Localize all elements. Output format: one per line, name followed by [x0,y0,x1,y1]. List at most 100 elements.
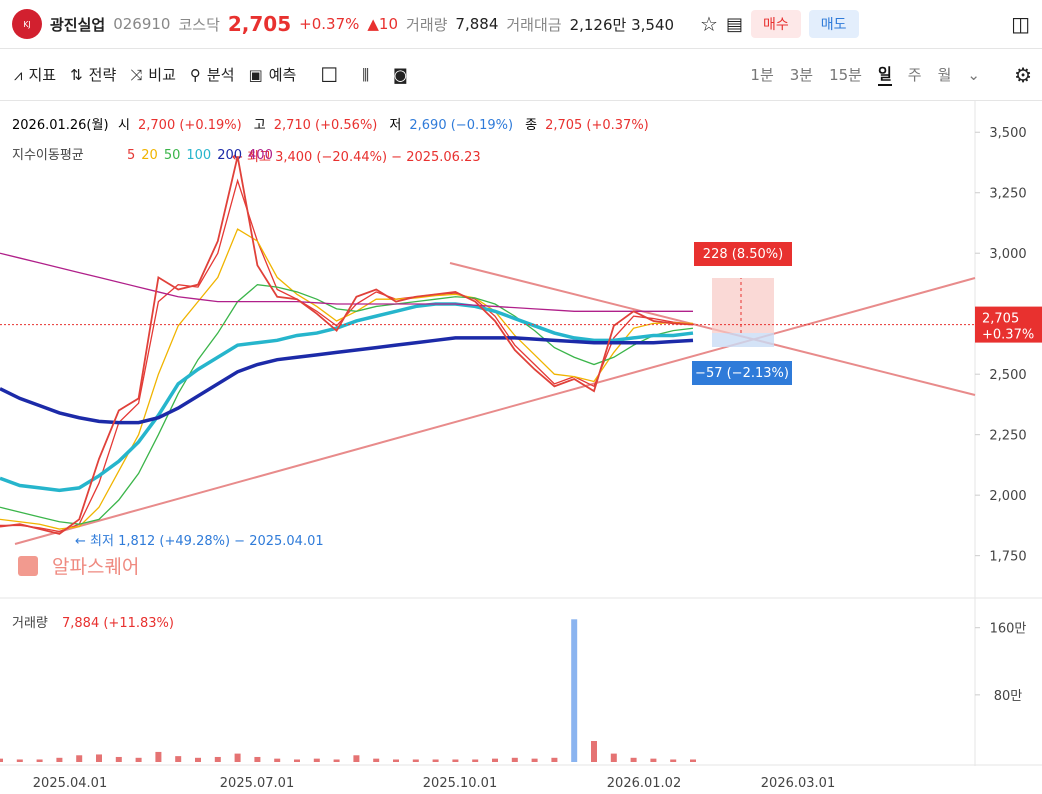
change-pct: +0.37% [299,15,360,33]
volume-bar [195,757,201,762]
ohlc-label: 고 [254,118,266,133]
periods: 1분 3분 15분 일 주 월 ⌄ [750,49,980,100]
sell-button[interactable]: 매도 [808,10,859,38]
volume-title: 거래량 [12,616,48,631]
x-tick-label: 2025.07.01 [220,776,294,791]
volume-bar [472,759,479,762]
stock-code: 026910 [113,15,171,33]
volume-subtitle: 7,884 (+11.83%) [62,616,174,631]
y-tick-label: 2,250 [989,429,1026,444]
volume-bar [96,754,102,762]
volume-bar [76,755,83,762]
range-down-box [712,333,774,347]
tool-icon[interactable]: ☐ [320,62,339,87]
last-price-box [975,306,1042,343]
y-tick-label: 160만 [990,622,1027,637]
volume-bar [650,758,657,762]
x-tick-label: 2026.01.02 [607,776,681,791]
high-label: 최고 3,400 (−20.44%) − 2025.06.23 [247,150,481,165]
volume-bar [294,759,300,762]
change-value: 10 [378,15,399,33]
volume-bar [0,758,3,762]
volume-bar [56,757,63,762]
volume-bar [591,741,597,762]
volume-bar [412,759,419,762]
ohlc-label: 종 [525,118,537,133]
volume-bar [610,753,617,762]
tool[interactable]: ▣ 예측 [248,65,297,85]
y-tick-label: 2,000 [989,489,1026,504]
settings[interactable]: ⚙ [1014,62,1032,87]
ohlc-label: 시 [118,118,130,133]
last-price-change: +0.37% [982,328,1034,343]
memo[interactable]: ▤ [725,13,743,35]
toolbar: ⩘ 지표 ⇅ 전략 ⤨ 비교 ⚲ 분석 ▣ 예측 ☐ ⫼ ◙ 1분 3분 15분… [0,49,1042,101]
tool[interactable]: ⇅ 전략 [70,65,117,85]
period[interactable]: 일 [877,63,892,86]
volume-bar [432,759,439,762]
period[interactable]: 3분 [789,66,814,84]
trendline [14,277,976,545]
volume-bar [175,756,182,762]
tool-label: 분석 [206,66,235,84]
volume-bar [274,758,281,762]
legend-entry: 5 [127,148,135,163]
volume-bar [452,759,459,762]
ohlc-date: 2026.01.26(월) [12,118,109,133]
period[interactable]: 1분 [750,66,774,84]
ohlc-value: 2,710 (+0.56%) [274,118,378,133]
ma-line [0,283,694,525]
tool-label: 지표 [28,66,57,84]
x-tick-label: 2025.10.01 [423,776,497,791]
amount-label: 거래대금 [506,15,562,34]
volume-bar [551,757,558,762]
legend-entry: 400 [248,148,273,163]
volume-bar [393,759,399,762]
volume-label: 거래량 [406,15,448,34]
volume-bar [16,759,23,762]
watermark: 알파스퀘어 [52,556,139,578]
layout-toggle[interactable]: ◫ [1011,12,1030,36]
y-tick-label: 3,250 [989,187,1026,202]
volume-bar [155,751,162,762]
volume: 7,884 [455,15,499,33]
volume-bar [492,758,498,762]
ma-line [0,252,693,312]
dropdown[interactable]: ⌄ [967,65,980,84]
last-price-label: 2,705 [982,312,1019,327]
volume-bar [690,759,696,762]
amount: 2,126만 3,540 [569,15,675,34]
period[interactable]: 월 [937,66,952,84]
x-tick-label: 2026.03.01 [761,776,835,791]
volume-bar [630,757,637,762]
tool-icon[interactable]: ◙ [393,65,408,84]
ma-legend-title: 지수이동평균 [12,148,84,163]
price: 2,705 [227,12,292,36]
buy-button[interactable]: 매수 [750,10,801,38]
tool[interactable]: ⤨ 비교 [130,65,176,85]
volume-bar [214,756,221,762]
tool-label: 전략 [88,66,117,84]
star[interactable]: ☆ [700,12,718,36]
low-annotation: ← 최저 1,812 (+49.28%) − 2025.04.01 [75,534,324,549]
x-tick-label: 2025.04.01 [33,776,107,791]
tool[interactable]: ⚲ 분석 [189,65,235,85]
y-tick-label: 80만 [994,689,1023,704]
tool-label: 비교 [148,66,176,84]
tool-icon[interactable]: ⫼ [362,65,370,84]
legend-entry: 20 [141,148,158,163]
volume-bar [511,757,518,762]
y-tick-label: 1,750 [989,550,1026,565]
chart: 228 (8.50%) −57 (−2.13%) ← 최고 3,400 (−20… [0,101,1042,791]
stock-name: 광진실업 [50,15,106,34]
y-tick-label: 2,500 [989,368,1026,383]
range-up-label-bg [694,242,792,266]
volume-bar [36,759,43,762]
watermark-icon [18,556,38,576]
volume-bar [313,758,320,762]
period[interactable]: 15분 [829,66,862,84]
low-label: 최저 1,812 (+49.28%) − 2025.04.01 [90,534,324,549]
tool[interactable]: ⩘ 지표 [14,65,57,85]
period[interactable]: 주 [907,66,922,84]
volume-bar [373,758,380,762]
